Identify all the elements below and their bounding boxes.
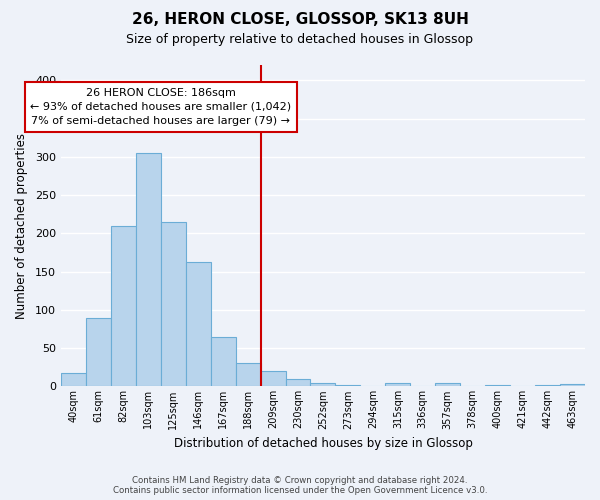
- Bar: [260, 371, 286, 386]
- Text: 26, HERON CLOSE, GLOSSOP, SK13 8UH: 26, HERON CLOSE, GLOSSOP, SK13 8UH: [131, 12, 469, 28]
- Y-axis label: Number of detached properties: Number of detached properties: [15, 132, 28, 318]
- Bar: [211, 336, 236, 386]
- Bar: [335, 385, 361, 386]
- Bar: [186, 262, 211, 386]
- Bar: [560, 384, 585, 386]
- Bar: [136, 153, 161, 386]
- Bar: [310, 382, 335, 386]
- Bar: [111, 226, 136, 386]
- Bar: [385, 384, 410, 386]
- Bar: [485, 385, 510, 386]
- Bar: [236, 362, 260, 386]
- Text: 26 HERON CLOSE: 186sqm
← 93% of detached houses are smaller (1,042)
7% of semi-d: 26 HERON CLOSE: 186sqm ← 93% of detached…: [30, 88, 292, 126]
- Bar: [535, 385, 560, 386]
- X-axis label: Distribution of detached houses by size in Glossop: Distribution of detached houses by size …: [173, 437, 472, 450]
- Bar: [61, 374, 86, 386]
- Bar: [286, 378, 310, 386]
- Bar: [435, 384, 460, 386]
- Text: Contains HM Land Registry data © Crown copyright and database right 2024.
Contai: Contains HM Land Registry data © Crown c…: [113, 476, 487, 495]
- Text: Size of property relative to detached houses in Glossop: Size of property relative to detached ho…: [127, 32, 473, 46]
- Bar: [86, 318, 111, 386]
- Bar: [161, 222, 186, 386]
